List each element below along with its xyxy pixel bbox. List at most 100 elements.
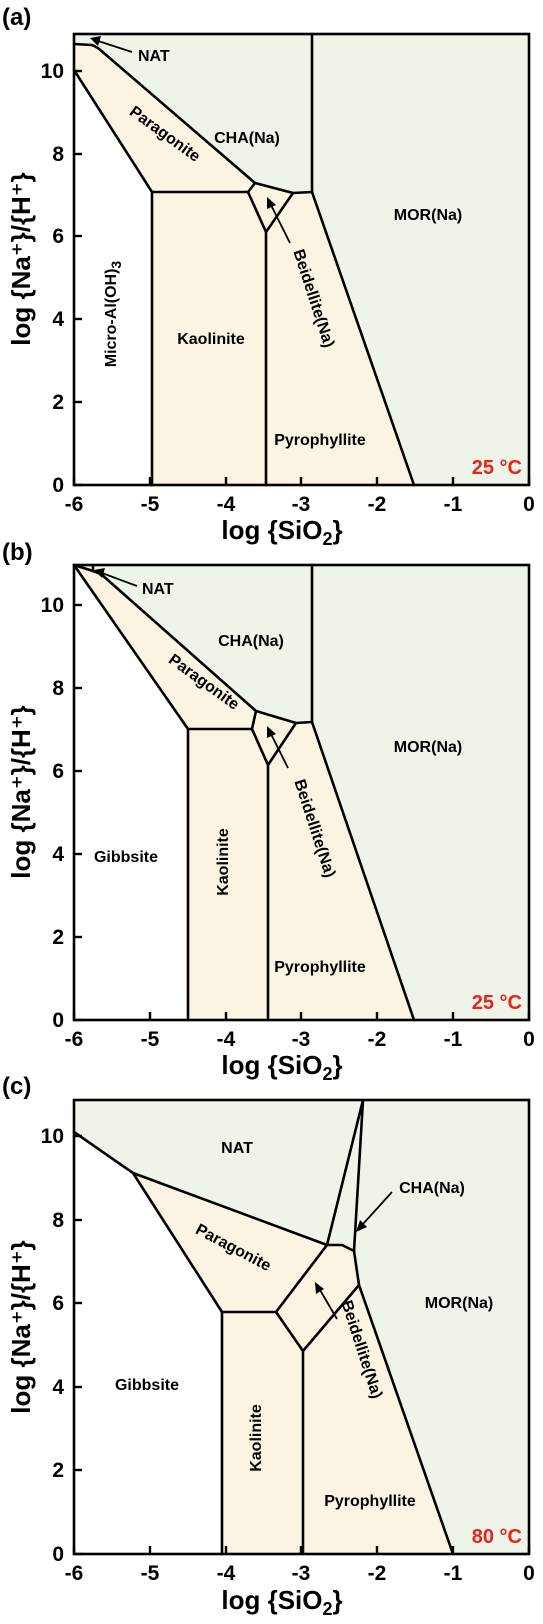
panel-b-xtick-0: -6	[65, 1028, 84, 1051]
panel-c-region-pyrophyllite	[303, 1285, 453, 1554]
panel-b-xtick-6: 0	[523, 1028, 535, 1051]
panel-a: (a) NAT CHA(Na) MOR(Na) Paragonite Micro…	[2, 4, 535, 549]
panel-c-arrow-beidellite	[319, 1289, 338, 1320]
panel-a-xlabel: log {SiO2}	[221, 515, 342, 549]
panel-a-xtick-1: -5	[141, 493, 160, 516]
panel-b-ytick-1: 2	[52, 926, 64, 949]
panel-c-label-kaolinite: Kaolinite	[248, 1404, 265, 1472]
panel-c-label-pyrophyllite: Pyrophyllite	[324, 1493, 416, 1510]
panel-b-arrow-beidellite	[270, 733, 289, 769]
panel-b-label-mor: MOR(Na)	[394, 739, 462, 756]
panel-b-ytick-3: 6	[52, 760, 64, 783]
panel-c-temperature: 80 °C	[472, 1526, 522, 1548]
panel-b-xtick-3: -3	[292, 1028, 311, 1051]
panel-a-arrow-beidellite	[270, 204, 291, 244]
panel-a-xtick-3: -3	[292, 493, 311, 516]
panel-b-boundary-paragonite-beidellite	[250, 709, 314, 731]
panel-a-xtick-4: -2	[368, 493, 387, 516]
panel-a-region-paragonite	[74, 44, 255, 192]
panel-a-label-pyrophyllite: Pyrophyllite	[274, 432, 366, 449]
panel-b-region-cha	[93, 565, 312, 723]
panel-b-arrowhead-beidellite	[267, 726, 276, 738]
panel-a-label-mor: MOR(Na)	[394, 207, 462, 224]
panel-b-region-kaolinite	[188, 729, 268, 1020]
panel-b-xtick-5: -1	[444, 1028, 463, 1051]
panel-c-label-mor: MOR(Na)	[425, 1295, 493, 1312]
panel-a-ytick-4: 8	[52, 143, 64, 166]
panel-b-label-kaolinite: Kaolinite	[215, 828, 232, 896]
panel-c-label-nat: NAT	[221, 1140, 253, 1157]
panel-b-region-gibbsite	[74, 565, 188, 1020]
panel-b-xtick-4: -2	[368, 1028, 387, 1051]
panel-b-arrow-nat	[101, 572, 138, 587]
panel-b-label-cha: CHA(Na)	[218, 633, 284, 650]
panel-a-ytick-0: 0	[52, 474, 64, 497]
panel-a-label-kaolinite: Kaolinite	[177, 331, 245, 348]
panel-c-ylabel: log {Na⁺}/{H⁺}	[6, 1240, 36, 1413]
panel-c-region-paragonite	[133, 1173, 327, 1312]
panel-a-region-pyrophyllite	[266, 192, 414, 485]
panel-a-arrow-nat	[97, 40, 133, 53]
panel-c-ytick-0: 0	[52, 1543, 64, 1566]
panel-c-xtick-2: -4	[217, 1562, 236, 1585]
panel-b-boundary-mor-pyrophyllite	[310, 720, 416, 1022]
panel-a-ytick-2: 4	[52, 308, 64, 331]
panel-a-label-nat: NAT	[138, 48, 170, 65]
panel-b-ytick-0: 0	[52, 1009, 64, 1032]
panel-a-region-mor	[312, 34, 529, 485]
panel-a-arrowhead-nat	[90, 36, 101, 46]
panel-c-arrowhead-beidellite	[315, 1282, 324, 1294]
panel-a-ytick-5: 10	[41, 60, 64, 83]
panel-c-arrowhead-cha	[356, 1220, 367, 1232]
panel-c-region-mor	[354, 1100, 529, 1554]
panel-c-ytick-2: 4	[52, 1376, 64, 1399]
panel-c-label-gibbsite: Gibbsite	[115, 1377, 179, 1394]
panel-b-region-mor	[312, 565, 529, 1020]
panel-b-label-pyrophyllite: Pyrophyllite	[274, 959, 366, 976]
panel-c-label: (c)	[2, 1073, 31, 1100]
panel-a-xtick-6: 0	[523, 493, 535, 516]
panel-a-ylabel: log {Na⁺}/{H⁺}	[6, 172, 36, 345]
panel-c-xtick-4: -2	[368, 1562, 387, 1585]
panel-c-region-cha	[342, 1100, 363, 1251]
panel-a-label-cha: CHA(Na)	[214, 130, 280, 147]
panel-c-ytick-4: 8	[52, 1209, 64, 1232]
panel-b-arrowhead-nat	[94, 568, 105, 578]
panel-c-boundary-mor	[352, 1249, 455, 1556]
panel-b-ylabel: log {Na⁺}/{H⁺}	[6, 705, 36, 878]
panel-c-boundary-gibbsite-nat	[72, 1130, 278, 1314]
panel-a-xtick-0: -6	[65, 493, 84, 516]
panel-a-xtick-5: -1	[444, 493, 463, 516]
panel-c-ytick-5: 10	[41, 1125, 64, 1148]
panel-c-boundary-paragonite-beidellite	[274, 1243, 329, 1314]
panel-a-region-cha	[74, 34, 312, 193]
panel-b-label-gibbsite: Gibbsite	[94, 849, 158, 866]
panel-b: (b) NAT CHA(Na) MOR(Na) Paragonite Gibbs…	[2, 539, 535, 1084]
panel-b-label-nat: NAT	[142, 581, 174, 598]
panel-b-axis-ticks	[72, 603, 531, 1022]
panel-b-xtick-1: -5	[141, 1028, 160, 1051]
panel-b-xtick-2: -4	[217, 1028, 236, 1051]
panel-a-temperature: 25 °C	[472, 457, 522, 479]
panel-c-xtick-0: -6	[65, 1562, 84, 1585]
panel-a-label: (a)	[2, 4, 31, 31]
panel-c-xtick-6: 0	[523, 1562, 535, 1585]
panel-c-xlabel: log {SiO2}	[221, 1585, 342, 1619]
panel-c-region-nat	[74, 1100, 363, 1245]
panel-c-arrow-cha	[362, 1191, 393, 1225]
panel-c-ytick-3: 6	[52, 1292, 64, 1315]
panel-a-region-beidellite	[248, 183, 293, 232]
panel-b-label: (b)	[2, 539, 33, 566]
panel-c-label-cha: CHA(Na)	[399, 1180, 465, 1197]
panel-c-region-kaolinite	[222, 1312, 303, 1554]
panel-c-boundary-nat-paragonite	[131, 1171, 356, 1253]
panel-b-ytick-2: 4	[52, 843, 64, 866]
panel-a-arrowhead-beidellite	[267, 197, 276, 209]
panel-a-axis-ticks	[72, 69, 531, 487]
panel-c: (c) NAT CHA(Na) MOR(Na) Paragonite Gibbs…	[2, 1073, 535, 1619]
panel-c-region-beidellite	[276, 1245, 359, 1351]
panel-c-xtick-3: -3	[292, 1562, 311, 1585]
panel-a-boundary-paragonite-beidellite	[246, 181, 314, 195]
panel-a-region-micro-aloh3	[74, 70, 152, 485]
